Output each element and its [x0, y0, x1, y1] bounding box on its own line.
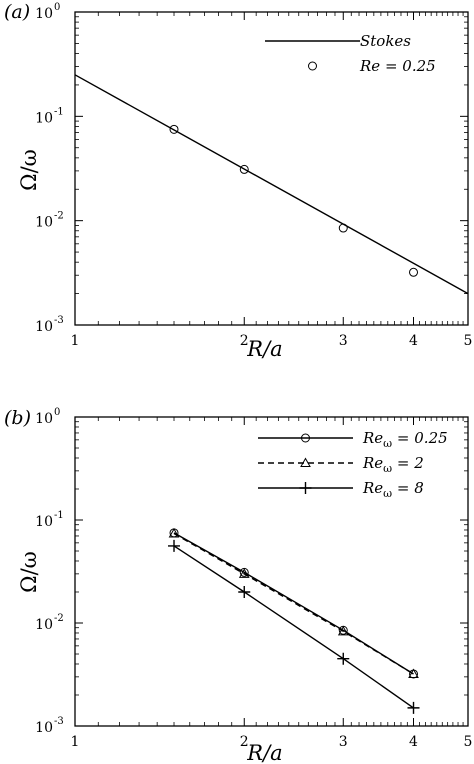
data-point: [407, 701, 420, 714]
x-tick-label: 1: [71, 333, 80, 349]
x-tick-label: 3: [339, 333, 348, 349]
x-tick-label: 5: [464, 734, 473, 750]
x-tick-label: 3: [339, 734, 348, 750]
x-tick-label: 2: [240, 734, 249, 750]
legend-entry: Stokes: [265, 32, 411, 50]
legend-entry: Reω = 0.25: [258, 429, 448, 450]
series-1: [74, 74, 469, 295]
series-line: [173, 545, 414, 709]
data-point: [168, 539, 181, 552]
y-tick-label: 10 0: [35, 2, 60, 22]
data-point: [409, 267, 419, 277]
series-line: [173, 532, 414, 675]
y-tick-label: 10 -2: [35, 211, 64, 231]
legend-marker: [299, 482, 312, 494]
data-point: [337, 652, 350, 665]
x-tick-label: 1: [71, 734, 80, 750]
y-tick-exponent: -2: [54, 613, 64, 624]
y-tick-base: 10: [35, 110, 53, 126]
x-tick-label: 4: [409, 333, 418, 349]
y-tick-base: 10: [35, 319, 53, 335]
y-tick-base: 10: [35, 514, 53, 530]
data-point: [408, 668, 419, 678]
y-tick-exponent: -1: [54, 510, 64, 521]
y-tick-label: 10 -1: [35, 106, 64, 126]
x-axis-label: R/a: [246, 741, 282, 764]
y-tick-base: 10: [35, 617, 53, 633]
y-tick-base: 10: [35, 720, 53, 736]
y-tick-base: 10: [35, 6, 53, 22]
data-point: [238, 568, 250, 578]
plot-frame: [74, 11, 469, 326]
y-tick-exponent: 0: [54, 2, 60, 13]
y-tick-exponent: -2: [54, 211, 64, 222]
y-tick-exponent: 0: [54, 407, 60, 418]
y-tick-base: 10: [35, 215, 53, 231]
series-2: [169, 124, 419, 277]
series-2: [168, 527, 419, 678]
y-tick-exponent: -1: [54, 106, 64, 117]
data-point: [337, 625, 349, 636]
x-tick-label: 4: [409, 734, 418, 750]
x-axis-label: R/a: [246, 337, 282, 361]
series-1: [169, 528, 419, 679]
y-tick-label: 10 -1: [35, 510, 64, 530]
y-axis-label: Ω/ω: [17, 551, 41, 593]
data-point: [168, 527, 180, 538]
y-tick-label: 10 -2: [35, 613, 64, 633]
data-point: [169, 124, 179, 134]
y-axis-label: Ω/ω: [17, 149, 41, 191]
series-line: [74, 74, 469, 295]
plot-frame: [74, 416, 469, 727]
y-tick-label: 10 -3: [35, 716, 64, 736]
legend-label: Reω = 0.25: [362, 429, 448, 450]
legend-marker: [301, 433, 310, 443]
legend-entry: Reω = 2: [258, 454, 424, 475]
legend-label: Reω = 8: [362, 479, 424, 500]
panel-label: (a): [4, 1, 30, 23]
data-point: [239, 164, 249, 174]
legend-label: Stokes: [360, 32, 411, 50]
y-tick-label: 10 0: [35, 407, 60, 427]
legend-label: Reω = 2: [362, 454, 424, 475]
legend-marker: [308, 61, 317, 71]
panel-label: (b): [4, 407, 31, 429]
y-tick-exponent: -3: [54, 716, 64, 727]
y-tick-exponent: -3: [54, 315, 64, 326]
x-tick-label: 2: [240, 333, 249, 349]
legend-label: Re = 0.25: [359, 57, 436, 75]
series-3: [168, 539, 420, 714]
data-point: [238, 585, 251, 598]
y-tick-label: 10 -3: [35, 315, 64, 335]
legend-entry: Re = 0.25: [308, 57, 436, 75]
series-line: [173, 532, 414, 675]
legend-entry: Reω = 8: [258, 479, 424, 500]
y-tick-base: 10: [35, 411, 53, 427]
legend-marker: [300, 457, 311, 467]
data-point: [338, 223, 348, 233]
x-tick-label: 5: [464, 333, 473, 349]
